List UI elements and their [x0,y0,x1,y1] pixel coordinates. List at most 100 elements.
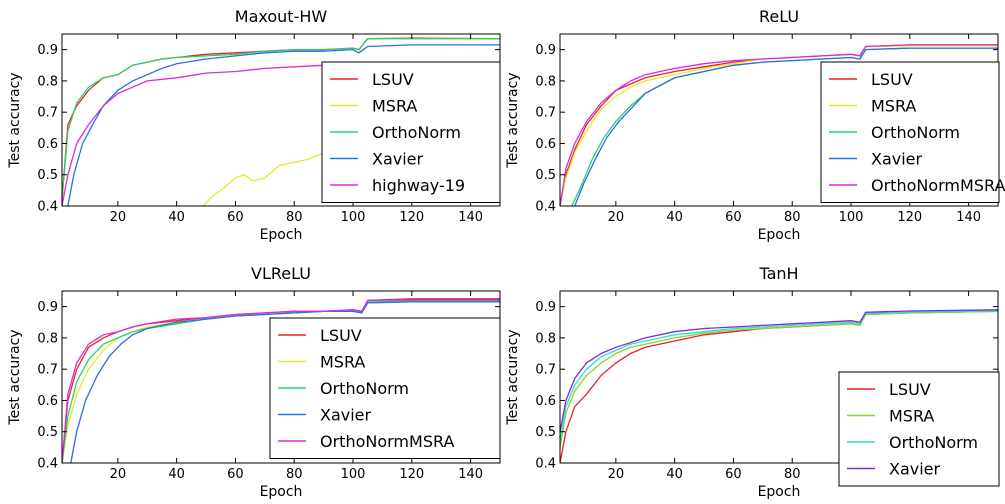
y-axis-label: Test accuracy [7,329,23,425]
legend-entry: LSUV [320,326,362,345]
x-axis-label: Epoch [758,484,801,500]
legend-box [838,371,1000,487]
legend-entry: OrthoNormMSRA [320,432,454,451]
x-tick-label: 120 [897,210,922,225]
legend: LSUV MSRA OrthoNorm Xavier OrthoNormMSRA [269,317,501,459]
legend-entry: MSRA [871,97,916,116]
legend-entry: highway-19 [372,176,465,195]
legend-entry: MSRA [889,407,934,426]
legend-entry: LSUV [889,380,931,399]
series-line-xavier [67,44,500,206]
y-tick-label: 0.7 [37,106,58,121]
x-tick-label: 120 [399,467,424,482]
x-tick-label: 40 [168,210,185,225]
x-tick-label: 20 [608,210,625,225]
legend-entry: Xavier [871,150,923,169]
series-line-msra [560,310,998,448]
x-tick-label: 60 [725,467,742,482]
series-line-orthonorm [62,38,500,200]
y-tick-label: 0.9 [37,300,58,315]
chart-panel-1: Maxout-HW 20 40 60 80 100 120 140 0.4 0.5 0.6 0.7 0.… [7,7,501,243]
legend-entry: OrthoNorm [871,123,960,142]
legend-entry: OrthoNorm [372,123,461,142]
x-tick-label: 40 [168,467,185,482]
legend-entry: Xavier [889,460,941,479]
x-tick-label: 40 [666,210,683,225]
chart-panel-4: TanH204060801001201400.40.50.60.70.80.9E… [505,264,1000,500]
x-tick-label: 60 [227,210,244,225]
series-line-orthonormmsra [62,299,500,463]
y-tick-label: 0.8 [37,74,58,89]
y-tick-label: 0.7 [535,106,556,121]
x-tick-label: 100 [341,467,366,482]
legend-box [269,317,501,459]
x-tick-label: 20 [608,467,625,482]
x-tick-label: 40 [666,467,683,482]
x-axis-label: Epoch [260,484,303,500]
y-tick-label: 0.4 [535,200,556,215]
y-tick-label: 0.6 [535,394,556,409]
legend: LSUV MSRA OrthoNorm Xavier OrthoNormMSRA [820,61,1005,203]
y-tick-label: 0.9 [535,43,556,58]
x-tick-label: 140 [458,467,483,482]
x-tick-label: 140 [458,210,483,225]
legend: LSUV MSRA OrthoNorm Xavier [838,371,1000,487]
x-tick-label: 120 [399,210,424,225]
x-tick-label: 80 [784,467,801,482]
y-tick-label: 0.6 [37,394,58,409]
chart-title: Maxout-HW [235,7,328,26]
series-line-orthonorm [560,310,998,442]
y-tick-label: 0.9 [535,300,556,315]
chart-panel-3: VLReLU 20 40 60 80 100 120 140 0.4 0.5 0.6 0.7 0.8 0.… [7,264,501,500]
y-axis-label: Test accuracy [505,329,521,425]
y-axis-label: Test accuracy [505,72,521,168]
x-tick-label: 80 [784,210,801,225]
x-tick-label: 60 [725,210,742,225]
y-tick-label: 0.4 [37,200,58,215]
y-tick-label: 0.6 [37,137,58,152]
x-tick-label: 80 [286,210,303,225]
chart-title: TanH [758,264,798,283]
y-tick-label: 0.4 [535,457,556,472]
x-tick-label: 20 [110,210,127,225]
legend-entry: Xavier [372,150,424,169]
series-line-xavier [70,301,500,463]
y-tick-label: 0.4 [37,457,58,472]
legend-entry: OrthoNorm [889,433,978,452]
chart-title: ReLU [759,7,799,26]
chart-title: VLReLU [251,264,311,283]
legend-entry: OrthoNormMSRA [871,176,1005,195]
series-line-xavier [560,309,998,432]
x-tick-label: 100 [839,210,864,225]
y-tick-label: 0.8 [535,331,556,346]
chart-panel-2: ReLU 20 40 60 80 100 120 140 0.4 0.5 0.6 0.7 0.8 0.9 E… [505,7,1005,243]
y-tick-label: 0.6 [535,137,556,152]
y-tick-label: 0.5 [535,425,556,440]
x-tick-label: 20 [110,467,127,482]
y-tick-label: 0.8 [37,331,58,346]
y-tick-label: 0.5 [535,168,556,183]
y-tick-label: 0.7 [37,363,58,378]
legend-entry: MSRA [320,353,365,372]
x-tick-label: 140 [956,210,981,225]
y-tick-label: 0.5 [37,425,58,440]
y-tick-label: 0.5 [37,168,58,183]
legend-entry: Xavier [320,406,372,425]
legend-entry: OrthoNorm [320,379,409,398]
legend-entry: MSRA [372,97,417,116]
x-axis-label: Epoch [758,227,801,243]
x-tick-label: 80 [286,467,303,482]
y-tick-label: 0.8 [535,74,556,89]
series-line-xavier [574,47,998,206]
series-line-orthonormmsra [560,44,998,206]
y-tick-label: 0.9 [37,43,58,58]
y-tick-label: 0.7 [535,363,556,378]
legend-entry: LSUV [871,70,913,89]
x-axis-label: Epoch [260,227,303,243]
x-tick-label: 100 [341,210,366,225]
legend-entry: LSUV [372,70,414,89]
x-tick-label: 60 [227,467,244,482]
legend: LSUV MSRA OrthoNorm Xavier highway-19 [321,61,501,203]
y-axis-label: Test accuracy [7,72,23,168]
